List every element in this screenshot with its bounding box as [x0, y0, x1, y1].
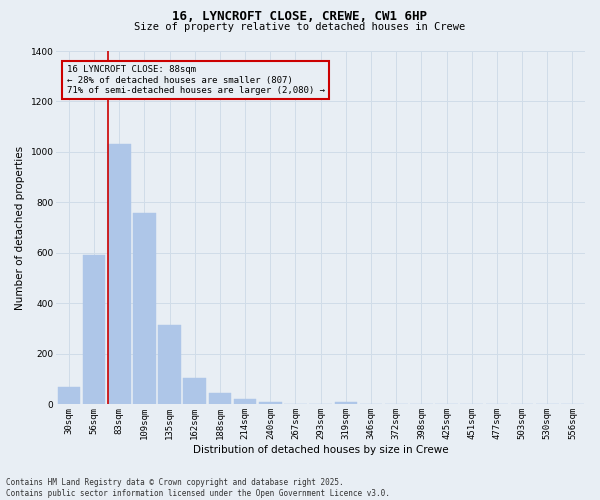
Bar	[184, 378, 206, 404]
Bar	[58, 386, 80, 404]
Bar	[259, 402, 281, 404]
X-axis label: Distribution of detached houses by size in Crewe: Distribution of detached houses by size …	[193, 445, 448, 455]
Bar	[108, 144, 131, 404]
Text: Contains HM Land Registry data © Crown copyright and database right 2025.
Contai: Contains HM Land Registry data © Crown c…	[6, 478, 390, 498]
Bar	[335, 402, 357, 404]
Bar	[234, 400, 256, 404]
Text: Size of property relative to detached houses in Crewe: Size of property relative to detached ho…	[134, 22, 466, 32]
Bar	[209, 393, 231, 404]
Text: 16, LYNCROFT CLOSE, CREWE, CW1 6HP: 16, LYNCROFT CLOSE, CREWE, CW1 6HP	[173, 10, 427, 23]
Bar	[133, 212, 156, 404]
Text: 16 LYNCROFT CLOSE: 88sqm
← 28% of detached houses are smaller (807)
71% of semi-: 16 LYNCROFT CLOSE: 88sqm ← 28% of detach…	[67, 65, 325, 95]
Bar	[83, 256, 106, 404]
Y-axis label: Number of detached properties: Number of detached properties	[15, 146, 25, 310]
Bar	[158, 325, 181, 404]
